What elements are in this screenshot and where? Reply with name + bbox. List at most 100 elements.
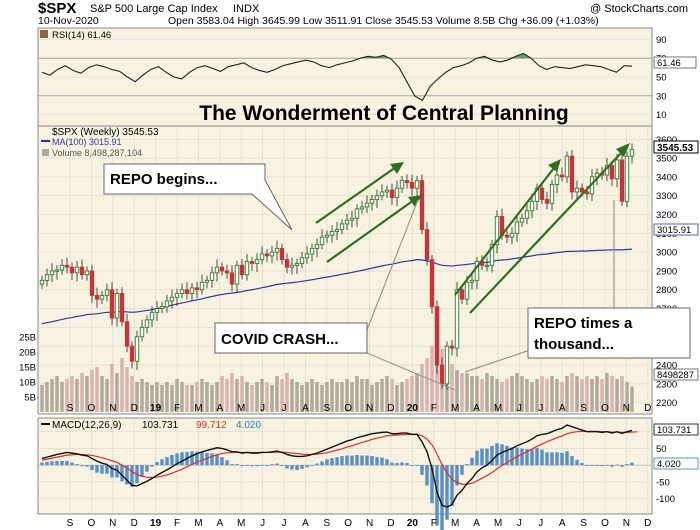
volume-bar (410, 376, 414, 412)
volume-bar (325, 382, 329, 412)
volume-bar (435, 340, 439, 412)
macd-hist-bar (390, 462, 394, 466)
macd-hist-bar (60, 460, 64, 466)
macd-hist-bar (215, 453, 219, 466)
callout-repo-thousand-line2: thousand... (534, 336, 614, 353)
trend-arrow-2 (326, 199, 415, 263)
macd-legend-hist: 4.020 (236, 420, 261, 431)
macd-legend-signal: 99.712 (196, 420, 227, 431)
macd-hist-bar (210, 453, 214, 466)
volume-bar (610, 376, 614, 412)
candle-body (439, 364, 445, 385)
macd-tick-label: -50 (656, 477, 670, 488)
volume-bar (125, 367, 129, 412)
volume-bar (355, 376, 359, 412)
macd-hist-bar (445, 465, 449, 520)
macd-hist-bar (270, 464, 274, 466)
candle-body (134, 336, 140, 362)
x-tick-label: O (88, 518, 96, 529)
candle-body (389, 189, 395, 199)
x-tick-label: F (431, 403, 437, 414)
x-tick-label: J (260, 518, 265, 529)
volume-bar (240, 376, 244, 412)
trend-arrow-4 (469, 151, 623, 314)
x-axis-bottom: S O N D 19 F M A M J J A S O N D 20 F M A M J J A S O N D (67, 518, 652, 529)
candle-body (309, 247, 315, 255)
candle-body (94, 294, 100, 300)
macd-hist-bar (165, 457, 169, 466)
volume-bar (340, 382, 344, 412)
volume-bar (370, 385, 374, 412)
candle-body (384, 189, 390, 193)
macd-hist-bar (260, 465, 264, 466)
candle-body (429, 259, 435, 308)
candle-body (144, 319, 150, 328)
volume-bar (350, 382, 354, 412)
volume-bar (220, 376, 224, 412)
candle-body (489, 244, 495, 266)
macd-hist-bar (385, 459, 389, 466)
macd-hist-bar (490, 445, 494, 466)
candle-body (114, 293, 120, 319)
candle-body (329, 230, 335, 236)
candle-body (614, 159, 620, 180)
trend-arrow-1 (315, 166, 397, 224)
volume-bar (130, 376, 134, 412)
macd-hist-bar (565, 451, 569, 466)
macd-hist-bar (580, 463, 584, 466)
candle-body (79, 266, 85, 276)
volume-bar (535, 379, 539, 412)
macd-hist-bar (275, 463, 279, 466)
rsi-value-label: 61.46 (657, 58, 681, 69)
candle-body (624, 155, 630, 202)
macd-hist-bar (600, 465, 604, 467)
candle-body (574, 187, 580, 193)
macd-hist-bar (100, 465, 104, 474)
macd-hist-bar (400, 462, 404, 466)
macd-hist-bar (290, 465, 294, 470)
macd-hist-bar (570, 456, 574, 466)
volume-tick-label: 20B (19, 348, 36, 359)
volume-bar (260, 379, 264, 412)
volume-bar (85, 376, 89, 412)
macd-hist-bar (500, 444, 504, 466)
hist-value-box (653, 457, 699, 470)
volume-bar (345, 379, 349, 412)
candle-body (104, 289, 110, 296)
volume-bar (80, 373, 84, 412)
macd-hist-bar (95, 465, 99, 473)
volume-bar (415, 373, 419, 412)
macd-hist-bar (405, 463, 409, 466)
candle-body (519, 217, 525, 223)
candle-body (504, 234, 510, 238)
macd-hist-bar (140, 465, 144, 477)
macd-hist-bar (430, 465, 434, 504)
macd-hist-bar (575, 459, 579, 466)
callout-bubble (527, 307, 691, 359)
macd-hist-bar (450, 465, 454, 506)
x-tick-label: D (387, 518, 394, 529)
macd-hist-bar (340, 456, 344, 466)
volume-bar (190, 385, 194, 412)
candle-body (544, 199, 550, 204)
volume-bar (575, 376, 579, 412)
candle-body (59, 264, 65, 271)
x-tick-label: A (216, 518, 223, 529)
candle-body (249, 261, 255, 264)
x-tick-label: J (282, 518, 287, 529)
candle-body (529, 200, 535, 212)
volume-bar (425, 358, 429, 412)
callout-pointer (464, 349, 531, 373)
volume-bar (560, 382, 564, 412)
x-tick-label: J (282, 403, 287, 414)
macd-hist-bar (460, 465, 464, 475)
candle-body (334, 229, 340, 232)
callout-repo-begins: REPO begins... (103, 163, 293, 231)
x-tick-label: S (323, 403, 330, 414)
volume-bar (460, 373, 464, 412)
price-tick-label: 2900 (656, 266, 677, 277)
macd-legend-macd: 103.731 (142, 420, 179, 431)
candle-body (209, 272, 215, 281)
macd-hist-bar (530, 449, 534, 466)
candle-body (129, 345, 135, 362)
